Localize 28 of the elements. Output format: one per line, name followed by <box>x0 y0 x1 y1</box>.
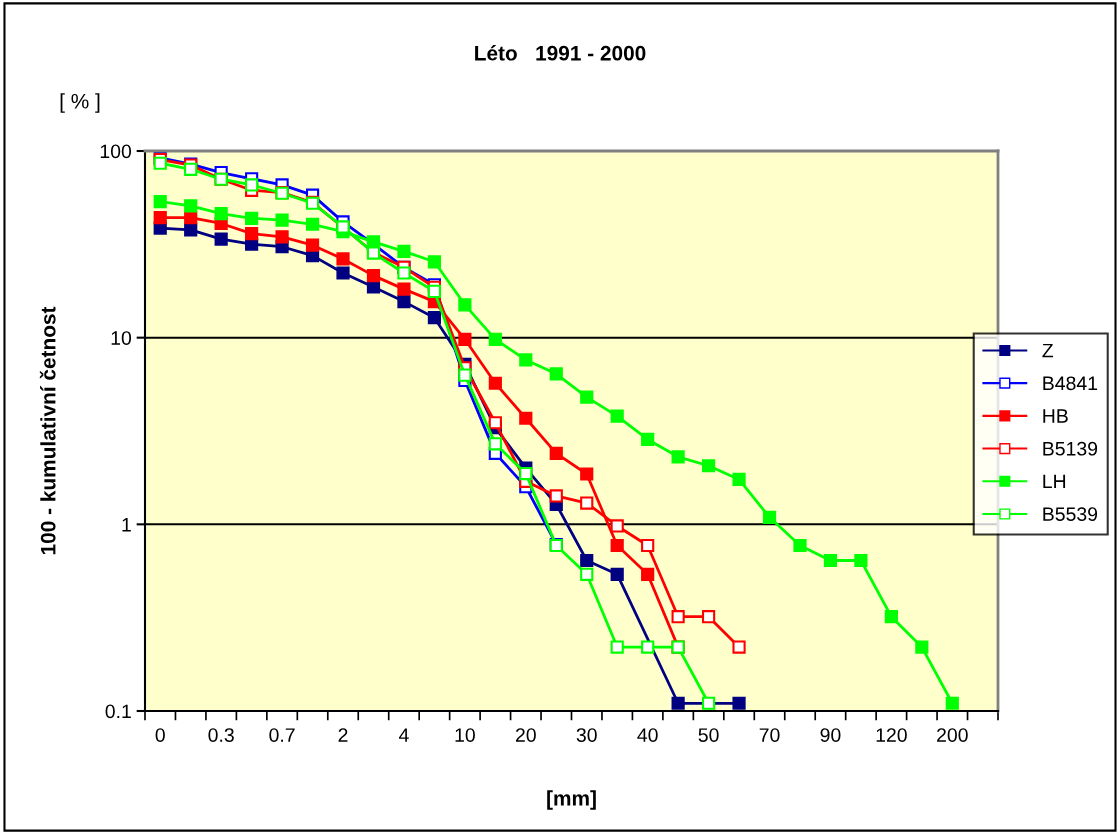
x-tick-label: 10 <box>455 728 475 742</box>
x-tick-label: 70 <box>759 728 780 742</box>
x-tick-label: 4 <box>398 728 409 742</box>
chart-title: Léto 1991 - 2000 <box>475 45 646 61</box>
x-tick-label: 0 <box>155 728 165 742</box>
legend-label: B4841 <box>1043 376 1098 391</box>
y-tick-label: 0.1 <box>105 704 131 719</box>
x-tick-label: 30 <box>576 728 597 742</box>
x-tick-label: 0.3 <box>208 728 234 742</box>
x-tick-label: 20 <box>515 728 536 742</box>
x-tick-label: 2 <box>338 728 348 742</box>
legend-label: B5139 <box>1043 441 1098 456</box>
y-tick-label: 10 <box>111 331 132 345</box>
legend-label: Z <box>1042 343 1054 358</box>
x-tick-label: 50 <box>698 728 719 742</box>
x-tick-label: 120 <box>876 728 907 742</box>
x-axis-title: [mm] <box>547 790 596 810</box>
y-tick-label: 100 <box>100 144 132 159</box>
legend-label: B5539 <box>1043 507 1098 521</box>
x-tick-label: 40 <box>637 728 658 742</box>
x-tick-label: 90 <box>820 728 841 742</box>
y-tick-label: 1 <box>122 518 131 532</box>
y-axis-title: 100 - kumulativní četnost <box>39 306 56 555</box>
legend-label: LH <box>1043 474 1066 489</box>
x-tick-label: 200 <box>937 728 968 742</box>
text: [ % ] <box>60 93 100 113</box>
legend-label: HB <box>1043 409 1068 423</box>
x-tick-label: 0.7 <box>269 728 295 742</box>
